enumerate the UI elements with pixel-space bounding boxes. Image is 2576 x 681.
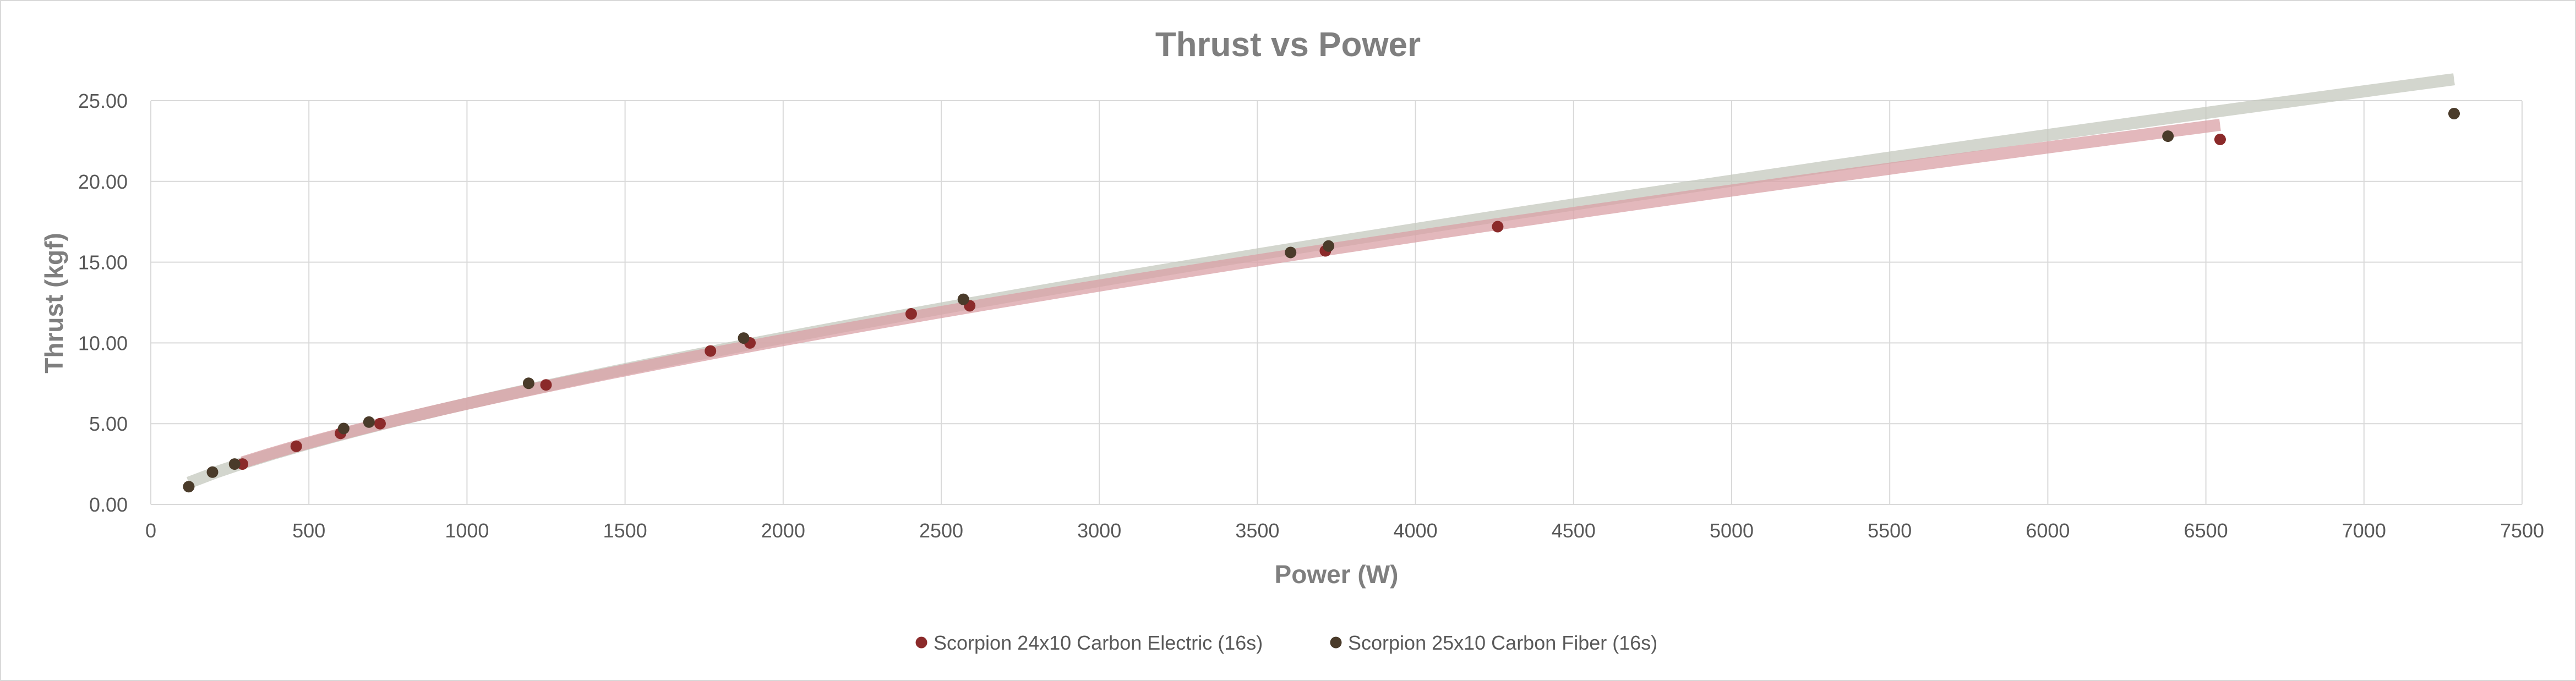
data-point bbox=[522, 377, 534, 389]
data-point bbox=[540, 379, 552, 391]
chart-title: Thrust vs Power bbox=[1155, 26, 1421, 64]
x-tick-label: 6000 bbox=[2026, 519, 2070, 542]
x-tick-label: 2500 bbox=[919, 519, 963, 542]
trendlines bbox=[186, 73, 2455, 488]
x-tick-label: 4500 bbox=[1552, 519, 1596, 542]
y-tick-label: 20.00 bbox=[78, 171, 128, 193]
y-tick-label: 0.00 bbox=[89, 493, 128, 516]
data-point bbox=[705, 345, 717, 357]
y-axis-tick-labels: 0.00 5.00 10.00 15.00 20.00 25.00 bbox=[78, 90, 128, 516]
data-point bbox=[738, 332, 750, 344]
x-axis-tick-labels: 0 500 1000 1500 2000 2500 3000 3500 4000 4500 5000… bbox=[145, 519, 2544, 542]
x-tick-label: 3000 bbox=[1077, 519, 1121, 542]
data-point bbox=[363, 416, 375, 428]
data-point bbox=[1285, 246, 1297, 259]
y-tick-label: 10.00 bbox=[78, 332, 128, 354]
legend-label: Scorpion 25x10 Carbon Fiber (16s) bbox=[1348, 631, 1657, 654]
data-point bbox=[228, 458, 241, 470]
y-tick-label: 15.00 bbox=[78, 251, 128, 274]
y-tick-label: 5.00 bbox=[89, 413, 128, 435]
data-point bbox=[957, 293, 969, 305]
data-point bbox=[1492, 221, 1504, 233]
legend-label: Scorpion 24x10 Carbon Electric (16s) bbox=[934, 631, 1263, 654]
x-tick-label: 7500 bbox=[2500, 519, 2544, 542]
legend: Scorpion 24x10 Carbon Electric (16s) Scor… bbox=[915, 631, 1657, 654]
legend-marker bbox=[1330, 636, 1342, 649]
y-tick-label: 25.00 bbox=[78, 90, 128, 112]
x-tick-label: 1000 bbox=[445, 519, 489, 542]
data-point bbox=[337, 422, 350, 435]
x-axis-title: Power (W) bbox=[1275, 560, 1399, 589]
x-tick-label: 1500 bbox=[603, 519, 647, 542]
trendline bbox=[241, 118, 2221, 469]
x-tick-label: 5500 bbox=[1868, 519, 1912, 542]
data-point bbox=[290, 440, 302, 452]
data-point bbox=[2162, 130, 2174, 142]
y-axis-title: Thrust (kgf) bbox=[40, 233, 68, 374]
legend-marker bbox=[915, 636, 927, 649]
x-tick-label: 6500 bbox=[2184, 519, 2228, 542]
data-point bbox=[905, 308, 917, 320]
data-point bbox=[237, 458, 249, 470]
data-point bbox=[183, 481, 195, 493]
gridlines bbox=[150, 100, 2523, 505]
data-point bbox=[374, 418, 386, 430]
data-points bbox=[183, 107, 2460, 493]
data-point bbox=[2214, 133, 2226, 145]
x-tick-label: 0 bbox=[145, 519, 156, 542]
x-tick-label: 3500 bbox=[1235, 519, 1279, 542]
x-tick-label: 500 bbox=[292, 519, 325, 542]
x-tick-label: 2000 bbox=[761, 519, 805, 542]
x-tick-label: 7000 bbox=[2342, 519, 2386, 542]
data-point bbox=[1323, 240, 1335, 252]
data-point bbox=[206, 466, 219, 478]
data-point bbox=[2448, 107, 2460, 119]
x-tick-label: 5000 bbox=[1710, 519, 1754, 542]
x-tick-label: 4000 bbox=[1394, 519, 1438, 542]
